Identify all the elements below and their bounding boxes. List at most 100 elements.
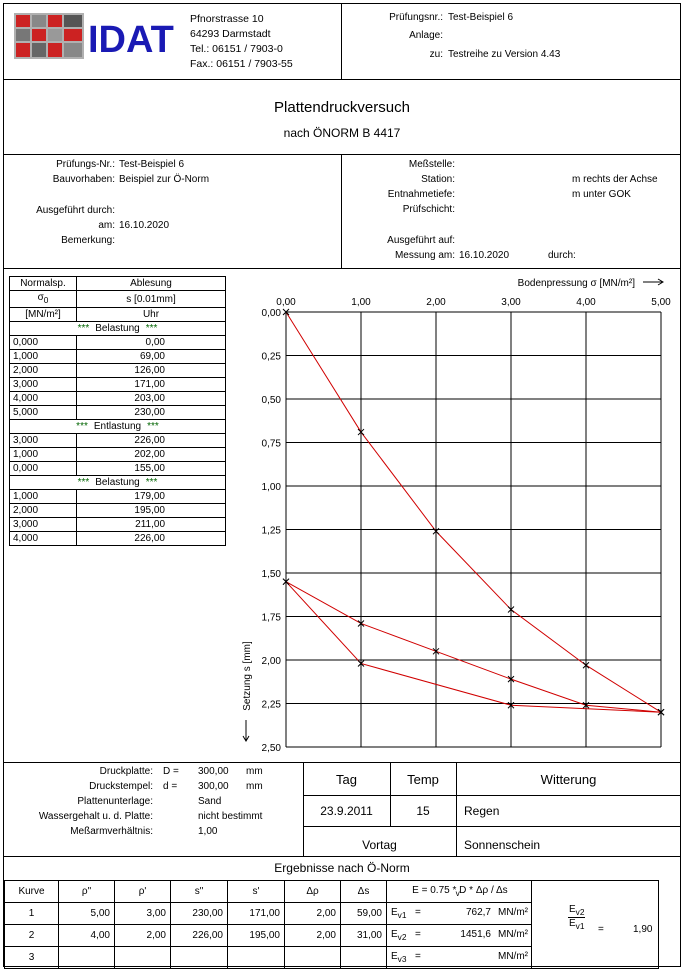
am-label: am:: [98, 220, 115, 231]
bauvorhaben-label: Bauvorhaben:: [52, 174, 115, 185]
data-point: [282, 308, 290, 316]
results-title: Ergebnisse nach Ö-Norm: [274, 861, 410, 875]
ratio-fraction: Ev2 Ev1: [568, 904, 586, 931]
ratio-cell: [531, 924, 659, 947]
messarm-label: Meßarmverhältnis:: [70, 826, 153, 837]
reading-cell: 195,00: [76, 503, 226, 518]
result-cell-kurve: 3: [4, 946, 59, 969]
pruefungs-nr-label: Prüfungs-Nr.:: [56, 159, 115, 170]
result-cell-p2: [58, 946, 115, 969]
e-sub: v3: [397, 954, 407, 964]
address-block: Pfnorstrasse 10 64293 Darmstadt Tel.: 06…: [190, 12, 293, 72]
divider: [341, 3, 342, 79]
sigma-cell: 1,000: [9, 489, 77, 504]
am-value: 16.10.2020: [119, 220, 170, 231]
result-cell-kurve: 2: [4, 924, 59, 947]
results-row: 1 5,00 3,00 230,00 171,00 2,00 59,00 Ev1 = 762,7 M…: [4, 902, 659, 925]
y-tick-label: 2,50: [262, 743, 282, 754]
stars: ***: [76, 421, 88, 432]
y-axis-arrowhead: [242, 735, 250, 742]
header-sigma: σ0: [9, 290, 77, 308]
header-s2: s": [170, 880, 228, 903]
table-row: 1,000 69,00: [9, 349, 226, 364]
e-symbol: E: [391, 929, 398, 940]
e-equals: =: [415, 929, 421, 940]
result-cell-s2: 226,00: [170, 924, 228, 947]
header-dp: Δρ: [284, 880, 341, 903]
divider: [456, 762, 457, 856]
sigma-symbol: σ: [37, 292, 44, 303]
table-row: 3,000 211,00: [9, 517, 226, 532]
result-cell-ds: [340, 946, 387, 969]
divider: [303, 795, 681, 796]
sigma-cell: 2,000: [9, 503, 77, 518]
ratio-value: 1,90: [633, 924, 653, 935]
e-unit: MN/m²: [498, 951, 528, 962]
group-label: *** Entlastung ***: [9, 419, 226, 434]
y-tick-label: 0,50: [262, 395, 282, 406]
druckplatte-symbol: D =: [163, 766, 179, 777]
divider: [303, 762, 304, 856]
header-normalsp: Normalsp.: [9, 276, 77, 291]
e-value: 762,7: [465, 907, 491, 918]
sigma-cell: 3,000: [9, 433, 77, 448]
y-tick-label: 2,25: [262, 700, 282, 711]
x-axis-label: Bodenpressung σ [MN/m²]: [518, 278, 636, 289]
sigma-sub: 0: [43, 295, 49, 305]
reading-cell: 226,00: [76, 531, 226, 546]
group-label-text: Belastung: [95, 323, 140, 334]
tag-value: 23.9.2011: [320, 804, 373, 818]
address-line: Pfnorstrasse 10: [190, 13, 264, 25]
y-tick-label: 0,00: [262, 308, 282, 319]
logo-graphic: IDAT: [14, 13, 174, 61]
group-label-text: Entlastung: [93, 421, 142, 432]
ratio-cell: [531, 902, 659, 925]
e-symbol: E: [391, 907, 398, 918]
druckplatte-value: 300,00: [198, 766, 229, 777]
table-row: 3,000 171,00: [9, 377, 226, 392]
vortag-value: Sonnenschein: [464, 838, 541, 852]
table-row: 3,000 226,00: [9, 433, 226, 448]
stars: ***: [145, 477, 158, 488]
e-equals: =: [415, 951, 421, 962]
reading-cell: 211,00: [76, 517, 226, 532]
result-cell-s1: [227, 946, 285, 969]
e-cell: Ev1 = 762,7 MN/m²: [386, 902, 532, 925]
reading-cell: 179,00: [76, 489, 226, 504]
address-line: Tel.: 06151 / 7903-0: [190, 43, 283, 55]
data-point: [357, 660, 365, 667]
temp-value: 15: [416, 804, 430, 818]
druckstempel-symbol: d =: [163, 781, 178, 792]
table-header-row: [MN/m²] Uhr: [9, 307, 226, 322]
data-point: [507, 675, 515, 683]
result-cell-s2: [170, 946, 228, 969]
e-unit: MN/m²: [498, 907, 528, 918]
zu-label: zu:: [429, 49, 443, 60]
result-cell-ds: 31,00: [340, 924, 387, 947]
druckstempel-label: Druckstempel:: [89, 781, 153, 792]
bemerkung-label: Bemerkung:: [61, 235, 115, 246]
y-tick-label: 1,25: [262, 526, 282, 537]
witterung-value: Regen: [464, 804, 500, 818]
tag-label: Tag: [336, 772, 357, 787]
table-row: 1,000 202,00: [9, 447, 226, 462]
temp-label: Temp: [407, 772, 439, 787]
result-cell-p2: 5,00: [58, 902, 115, 925]
ratio-numerator: Ev2: [568, 904, 586, 918]
header-formula: E = 0.75 * D * Δρ / Δsv: [386, 880, 532, 903]
divider: [3, 856, 681, 857]
formula-sub: v: [455, 888, 460, 898]
address-line: Fax.: 06151 / 7903-55: [190, 58, 293, 70]
pruefungs-nr-value: Test-Beispiel 6: [119, 159, 185, 170]
vortag-label: Vortag: [362, 838, 397, 852]
sigma-cell: 4,000: [9, 391, 77, 406]
formula-text: E = 0.75 * D * Δρ / Δs: [412, 885, 508, 896]
sigma-cell: 1,000: [9, 349, 77, 364]
divider: [3, 154, 681, 155]
x-tick-label: 2,00: [426, 297, 446, 308]
reading-cell: 202,00: [76, 447, 226, 462]
series-line: [285, 311, 662, 713]
header-s1: s': [227, 880, 285, 903]
table-row: 2,000 126,00: [9, 363, 226, 378]
reading-cell: 69,00: [76, 349, 226, 364]
